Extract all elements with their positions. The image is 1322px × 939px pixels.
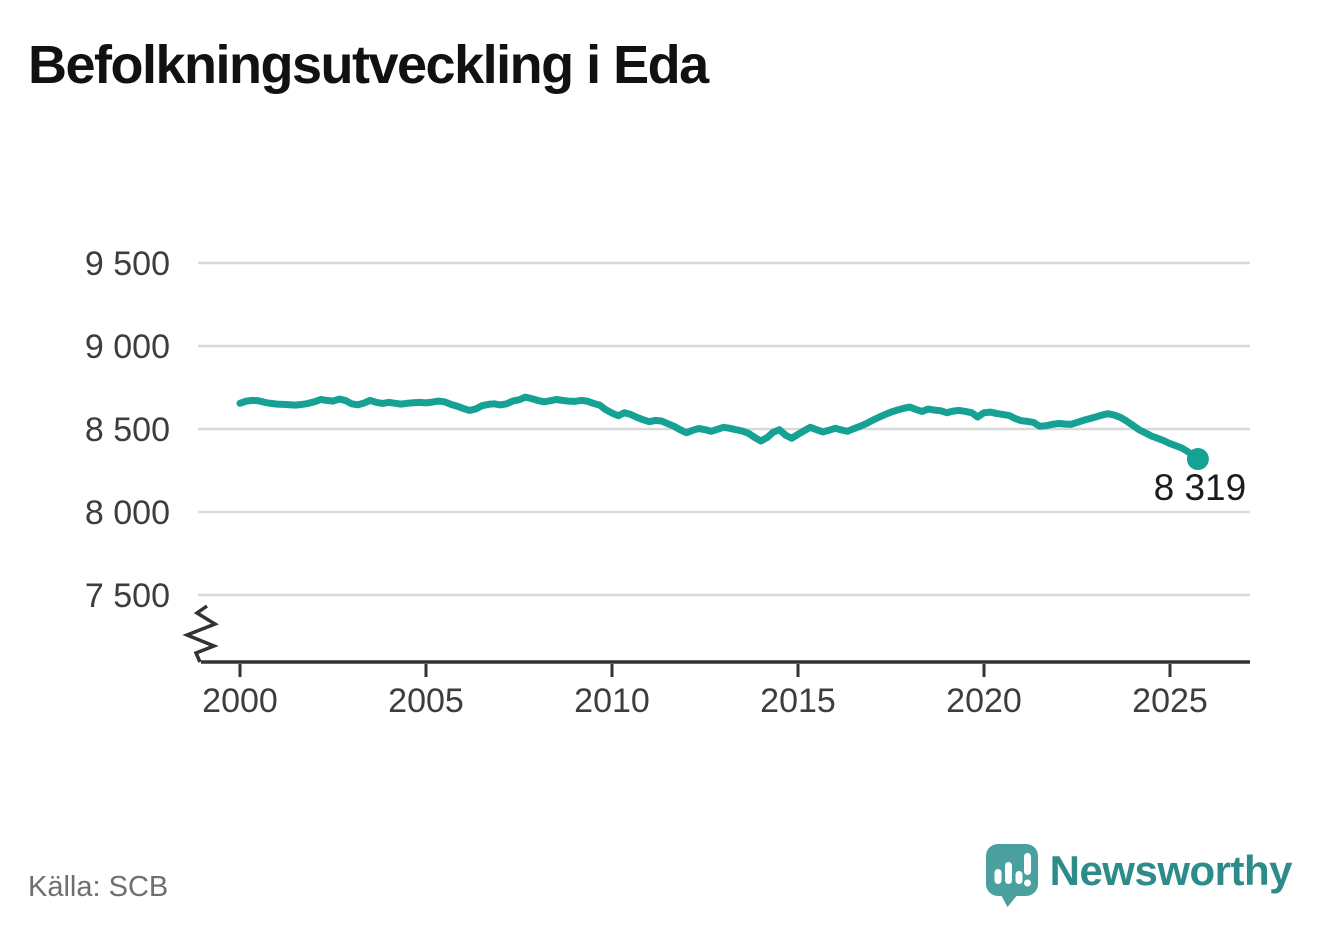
y-tick-label: 8 000 bbox=[85, 494, 170, 532]
x-tick-label: 2000 bbox=[202, 682, 278, 720]
x-tick-label: 2020 bbox=[946, 682, 1022, 720]
y-tick-label: 9 000 bbox=[85, 328, 170, 366]
y-tick-label: 7 500 bbox=[85, 577, 170, 615]
newsworthy-wordmark: Newsworthy bbox=[1049, 847, 1293, 894]
source-label: Källa: SCB bbox=[28, 871, 169, 903]
y-axis-break-icon bbox=[182, 604, 219, 663]
newsworthy-speech-bubble-chart-icon bbox=[985, 844, 1038, 907]
x-tick-label: 2005 bbox=[388, 682, 464, 720]
newsworthy-logo[interactable]: Newsworthy bbox=[985, 844, 1293, 908]
y-tick-label: 8 500 bbox=[85, 411, 170, 449]
end-value-label: 8 319 bbox=[1154, 467, 1247, 508]
y-tick-label: 9 500 bbox=[85, 245, 170, 283]
end-point-dot bbox=[1186, 448, 1209, 471]
x-tick-label: 2010 bbox=[574, 682, 650, 720]
page-title: Befolkningsutveckling i Eda bbox=[28, 35, 709, 95]
x-tick-label: 2015 bbox=[760, 682, 836, 720]
population-line bbox=[236, 393, 1202, 463]
population-line-chart: 9 500 9 000 8 500 8 000 7 500 2000 2005 2010 201… bbox=[85, 245, 1250, 720]
x-tick-label: 2025 bbox=[1132, 682, 1208, 720]
